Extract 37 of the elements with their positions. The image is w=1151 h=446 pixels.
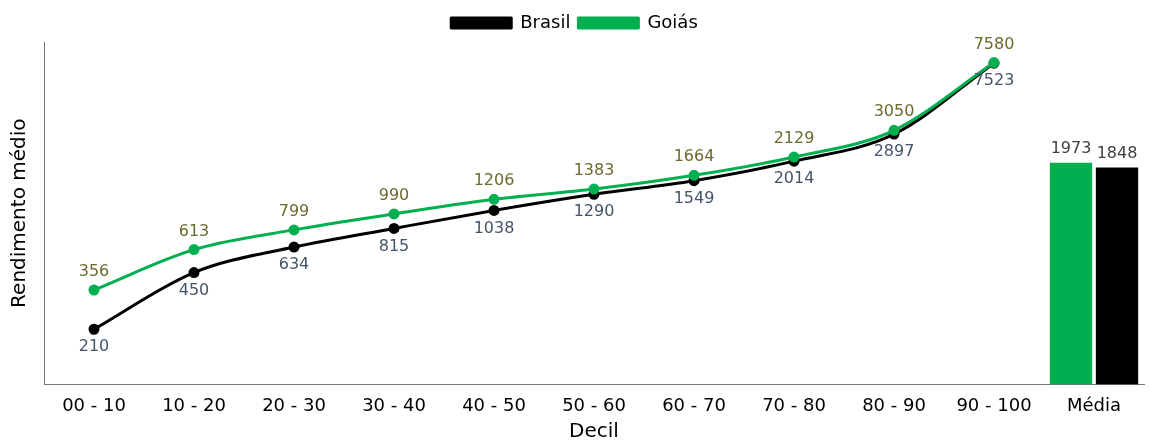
x-tick-label: 30 - 40 — [362, 393, 426, 415]
data-label: 210 — [78, 336, 110, 356]
data-label: 815 — [378, 235, 410, 255]
data-label: 1664 — [673, 146, 715, 166]
data-label: 450 — [178, 279, 210, 299]
data-label: 1549 — [673, 187, 715, 207]
data-label: 1206 — [473, 170, 515, 190]
x-tick-label: Média — [1066, 393, 1122, 415]
y-axis-title: Rendimento médio — [6, 118, 31, 308]
x-tick-label: 80 - 90 — [862, 393, 926, 415]
data-label: 1973 — [1050, 137, 1092, 157]
x-tick-label: 60 - 70 — [662, 393, 726, 415]
legend-label: Brasil — [520, 10, 571, 32]
data-label: 356 — [78, 261, 110, 281]
data-label: 990 — [378, 185, 410, 205]
x-tick-label: 50 - 60 — [562, 393, 626, 415]
legend-label: Goiás — [647, 10, 698, 32]
x-tick-label: 90 - 100 — [956, 393, 1032, 415]
data-label: 613 — [178, 220, 210, 240]
x-tick-label: 40 - 50 — [462, 393, 526, 415]
x-tick-label: 20 - 30 — [262, 393, 326, 415]
data-label: 1848 — [1096, 142, 1138, 162]
data-label: 1383 — [573, 160, 615, 180]
x-tick-label: 10 - 20 — [162, 393, 226, 415]
data-label: 2897 — [873, 141, 915, 161]
x-tick-label: 70 - 80 — [762, 393, 826, 415]
x-axis-title: Decil — [569, 418, 619, 443]
x-tick-label: 00 - 10 — [62, 393, 126, 415]
data-label: 3050 — [873, 101, 915, 121]
data-label: 2014 — [773, 168, 815, 188]
data-label: 1290 — [573, 201, 615, 221]
data-label: 1038 — [473, 217, 515, 237]
data-label: 799 — [278, 201, 310, 221]
data-label: 7580 — [973, 33, 1015, 53]
data-label: 2129 — [773, 128, 815, 148]
data-label: 7523 — [973, 70, 1015, 90]
data-label: 634 — [278, 254, 310, 274]
